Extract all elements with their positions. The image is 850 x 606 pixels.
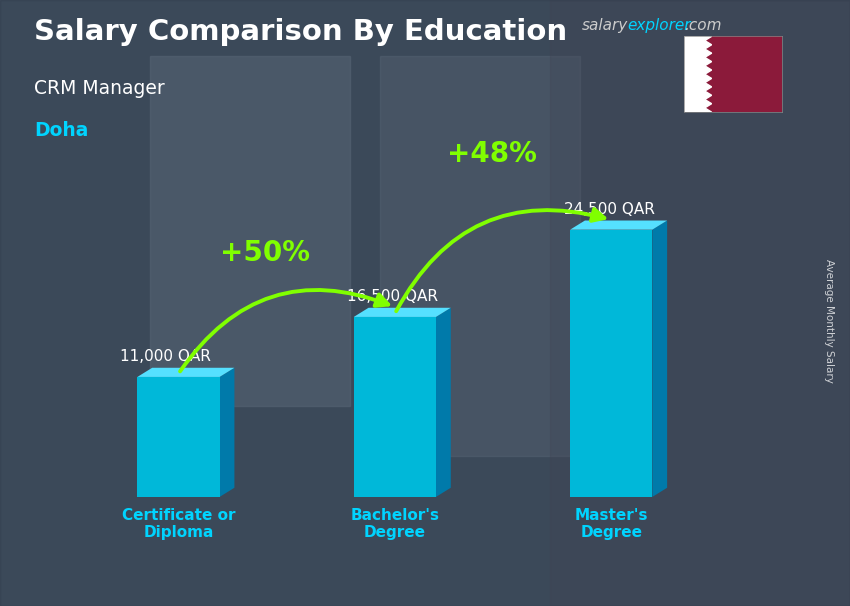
Text: Salary Comparison By Education: Salary Comparison By Education (34, 18, 567, 46)
FancyBboxPatch shape (138, 377, 219, 497)
Text: +50%: +50% (220, 239, 310, 267)
Polygon shape (652, 221, 667, 497)
Text: salary: salary (582, 18, 628, 33)
Polygon shape (684, 36, 711, 112)
Text: .com: .com (684, 18, 722, 33)
Polygon shape (570, 221, 667, 230)
Polygon shape (219, 368, 235, 497)
Polygon shape (436, 308, 450, 497)
Text: explorer: explorer (627, 18, 691, 33)
Bar (150, 56, 350, 406)
Polygon shape (138, 368, 235, 377)
Bar (380, 56, 580, 456)
FancyBboxPatch shape (354, 317, 436, 497)
FancyBboxPatch shape (570, 230, 652, 497)
Text: Average Monthly Salary: Average Monthly Salary (824, 259, 834, 383)
Text: 11,000 QAR: 11,000 QAR (120, 349, 211, 364)
Text: +48%: +48% (447, 141, 537, 168)
Bar (550, 0, 850, 606)
Text: CRM Manager: CRM Manager (34, 79, 165, 98)
Text: 24,500 QAR: 24,500 QAR (564, 202, 654, 216)
Text: Doha: Doha (34, 121, 88, 140)
Text: 16,500 QAR: 16,500 QAR (348, 289, 439, 304)
Polygon shape (354, 308, 450, 317)
